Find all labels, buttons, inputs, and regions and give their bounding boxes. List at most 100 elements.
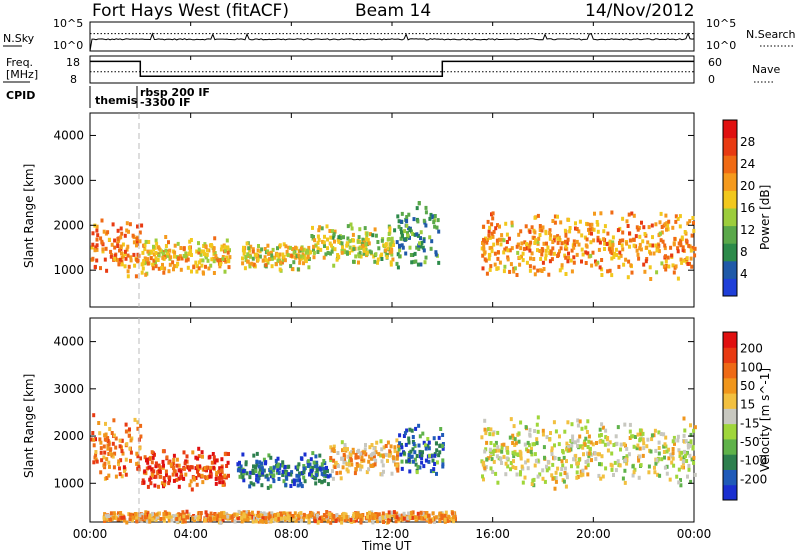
data-cell — [297, 513, 301, 518]
data-cell — [514, 466, 518, 470]
data-cell — [647, 470, 651, 475]
data-cell — [622, 442, 626, 447]
data-cell — [488, 447, 492, 452]
data-cell — [208, 474, 212, 479]
data-cell — [441, 442, 445, 446]
data-cell — [419, 236, 422, 241]
data-cell — [511, 465, 515, 470]
data-cell — [382, 520, 385, 524]
data-cell — [277, 477, 281, 481]
data-cell — [396, 450, 400, 455]
data-cell — [565, 475, 569, 480]
data-cell — [372, 454, 376, 459]
data-cell — [548, 231, 552, 235]
data-cell — [110, 452, 114, 457]
data-cell — [188, 248, 192, 253]
data-cell — [606, 436, 610, 440]
data-cell — [553, 486, 557, 491]
data-cell — [248, 264, 252, 269]
data-cell — [377, 246, 381, 251]
data-cell — [620, 243, 624, 248]
data-cell — [202, 249, 206, 254]
xtick-label: 12:00 — [375, 527, 410, 541]
data-cell — [556, 234, 560, 239]
data-cell — [562, 455, 566, 460]
data-cell — [192, 265, 196, 270]
data-cell — [278, 243, 282, 248]
data-cell — [94, 452, 98, 457]
ytick-label: 2000 — [53, 218, 84, 232]
data-cell — [618, 238, 622, 243]
data-cell — [342, 515, 346, 520]
data-cell — [599, 462, 603, 467]
data-cell — [211, 256, 215, 261]
nave-top-tick: 60 — [708, 56, 722, 69]
data-cell — [143, 469, 147, 474]
data-cell — [175, 472, 179, 477]
data-cell — [506, 450, 510, 455]
data-cell — [285, 471, 289, 476]
data-cell — [99, 470, 103, 475]
data-cell — [408, 469, 412, 474]
data-cell — [433, 453, 437, 458]
freq-bottom-tick: 8 — [70, 73, 77, 86]
data-cell — [509, 467, 512, 472]
data-cell — [642, 446, 646, 451]
data-cell — [140, 270, 144, 275]
data-cell — [391, 257, 395, 262]
data-cell — [672, 241, 676, 246]
data-cell — [287, 464, 291, 469]
data-cell — [340, 520, 344, 525]
colorbar-swatch — [723, 172, 737, 191]
data-cell — [300, 484, 304, 489]
data-cell — [317, 228, 321, 233]
data-cell — [629, 263, 633, 268]
freq-panel — [89, 55, 695, 84]
data-cell — [374, 252, 378, 257]
data-cell — [376, 519, 379, 524]
data-cell — [563, 253, 567, 258]
data-cell — [366, 238, 370, 242]
data-cell — [161, 459, 165, 464]
data-cell — [395, 512, 398, 517]
data-cell — [320, 479, 324, 484]
data-cell — [218, 480, 222, 485]
data-cell — [586, 451, 589, 456]
data-cell — [638, 242, 642, 247]
colorbar-tick: -50 — [740, 435, 760, 449]
data-cell — [357, 254, 361, 259]
data-cell — [261, 472, 265, 477]
nave-label: Nave — [752, 63, 780, 76]
data-cell — [94, 437, 97, 442]
data-cell — [352, 259, 355, 264]
data-cell — [346, 236, 350, 241]
data-cell — [380, 257, 384, 261]
data-cell — [256, 477, 260, 482]
data-cell — [673, 236, 677, 241]
data-cell — [146, 257, 150, 262]
data-cell — [198, 517, 202, 522]
data-cell — [233, 512, 237, 517]
velocity-panel — [89, 317, 695, 523]
data-cell — [257, 464, 261, 469]
data-cell — [370, 443, 374, 447]
data-cell — [440, 444, 444, 449]
data-cell — [626, 275, 630, 280]
data-cell — [397, 447, 401, 452]
data-cell — [578, 444, 582, 449]
data-cell — [217, 469, 221, 474]
data-cell — [276, 470, 279, 475]
data-cell — [261, 468, 265, 473]
data-cell — [557, 442, 561, 447]
data-cell — [519, 470, 522, 475]
colorbar-tick: 28 — [740, 135, 755, 149]
data-cell — [671, 451, 675, 456]
data-cell — [402, 451, 406, 456]
data-cell — [266, 260, 270, 265]
data-cell — [133, 512, 137, 516]
data-cell — [225, 255, 229, 260]
data-cell — [309, 513, 313, 518]
data-cell — [158, 469, 162, 474]
data-cell — [214, 254, 218, 259]
